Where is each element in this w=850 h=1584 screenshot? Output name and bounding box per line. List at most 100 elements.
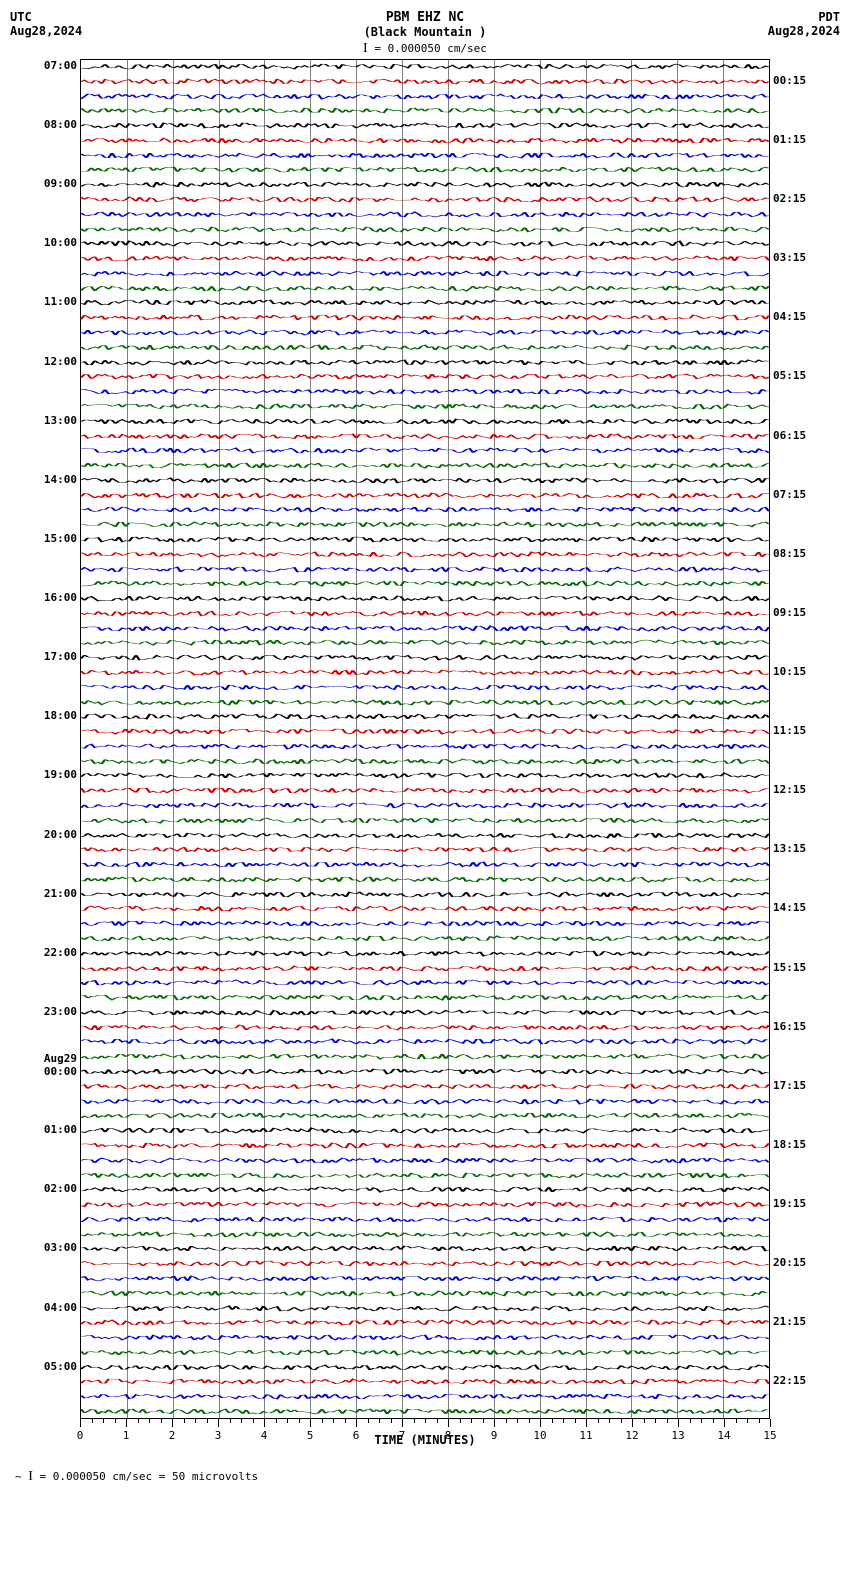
utc-hour-label: 18:00 <box>35 709 77 722</box>
seismic-trace <box>81 702 769 703</box>
grid-line-vertical <box>586 60 587 1418</box>
pdt-hour-label: 17:15 <box>773 1079 815 1092</box>
seismic-trace <box>81 1056 769 1057</box>
utc-hour-label: 07:00 <box>35 59 77 72</box>
tick-minor <box>207 1419 208 1423</box>
seismic-trace <box>81 864 769 865</box>
seismic-trace <box>81 820 769 821</box>
pdt-hour-label: 22:15 <box>773 1374 815 1387</box>
seismic-trace <box>81 1027 769 1028</box>
utc-hour-label: 10:00 <box>35 236 77 249</box>
seismic-trace <box>81 746 769 747</box>
plot-area <box>80 59 770 1419</box>
seismic-trace <box>81 1012 769 1013</box>
pdt-hour-label: 19:15 <box>773 1197 815 1210</box>
tick-label: 8 <box>445 1429 452 1442</box>
seismic-trace <box>81 1367 769 1368</box>
grid-line-vertical <box>677 60 678 1418</box>
tick-minor <box>425 1419 426 1423</box>
seismic-trace <box>81 1322 769 1323</box>
seismic-trace <box>81 376 769 377</box>
seismic-trace <box>81 509 769 510</box>
utc-hour-label: 23:00 <box>35 1005 77 1018</box>
tick-minor <box>747 1419 748 1423</box>
tick-major <box>310 1419 311 1427</box>
tick-major <box>264 1419 265 1427</box>
seismic-trace <box>81 229 769 230</box>
utc-hour-label: 09:00 <box>35 177 77 190</box>
footer-prefix-icon: ~ <box>15 1470 22 1483</box>
seismic-trace <box>81 953 769 954</box>
tick-major <box>402 1419 403 1427</box>
tick-minor <box>322 1419 323 1423</box>
grid-line-vertical <box>219 60 220 1418</box>
seismic-trace <box>81 982 769 983</box>
tick-minor <box>713 1419 714 1423</box>
seismic-trace <box>81 347 769 348</box>
grid-line-vertical <box>356 60 357 1418</box>
seismic-trace <box>81 554 769 555</box>
tick-major <box>126 1419 127 1427</box>
seismic-trace <box>81 436 769 437</box>
tick-minor <box>149 1419 150 1423</box>
tick-label: 15 <box>763 1429 776 1442</box>
scale-line: I = 0.000050 cm/sec <box>110 41 740 57</box>
right-timezone: PDT <box>740 10 840 24</box>
utc-hour-label: 01:00 <box>35 1123 77 1136</box>
tick-label: 13 <box>671 1429 684 1442</box>
tick-minor <box>184 1419 185 1423</box>
left-timezone: UTC <box>10 10 110 24</box>
utc-hour-label: 14:00 <box>35 473 77 486</box>
seismic-trace <box>81 642 769 643</box>
tick-minor <box>517 1419 518 1423</box>
tick-minor <box>621 1419 622 1423</box>
grid-line-vertical <box>264 60 265 1418</box>
seismic-trace <box>81 199 769 200</box>
seismic-trace <box>81 480 769 481</box>
tick-major <box>218 1419 219 1427</box>
seismic-trace <box>81 450 769 451</box>
tick-minor <box>483 1419 484 1423</box>
pdt-hour-label: 09:15 <box>773 606 815 619</box>
tick-minor <box>391 1419 392 1423</box>
seismic-trace <box>81 362 769 363</box>
tick-minor <box>655 1419 656 1423</box>
tick-minor <box>609 1419 610 1423</box>
tick-minor <box>759 1419 760 1423</box>
pdt-hour-label: 04:15 <box>773 310 815 323</box>
pdt-hour-label: 10:15 <box>773 665 815 678</box>
scale-text: = 0.000050 cm/sec <box>374 42 487 55</box>
seismic-trace <box>81 938 769 939</box>
tick-label: 0 <box>77 1429 84 1442</box>
seismic-trace <box>81 1234 769 1235</box>
seismic-trace <box>81 687 769 688</box>
tick-major <box>724 1419 725 1427</box>
tick-major <box>356 1419 357 1427</box>
tick-minor <box>103 1419 104 1423</box>
x-axis-title: TIME (MINUTES) <box>80 1433 770 1447</box>
utc-hour-label: 04:00 <box>35 1301 77 1314</box>
tick-label: 12 <box>625 1429 638 1442</box>
utc-hour-label: Aug2900:00 <box>35 1052 77 1078</box>
tick-minor <box>230 1419 231 1423</box>
seismic-trace <box>81 524 769 525</box>
pdt-hour-label: 02:15 <box>773 192 815 205</box>
seismic-trace <box>81 598 769 599</box>
tick-minor <box>368 1419 369 1423</box>
tick-minor <box>575 1419 576 1423</box>
pdt-hour-label: 15:15 <box>773 961 815 974</box>
seismic-trace <box>81 243 769 244</box>
tick-major <box>172 1419 173 1427</box>
seismic-trace <box>81 258 769 259</box>
utc-hour-label: 16:00 <box>35 591 77 604</box>
pdt-hour-label: 21:15 <box>773 1315 815 1328</box>
seismic-trace <box>81 1381 769 1382</box>
pdt-hour-label: 11:15 <box>773 724 815 737</box>
seismic-trace <box>81 805 769 806</box>
seismic-trace <box>81 583 769 584</box>
pdt-hour-label: 18:15 <box>773 1138 815 1151</box>
tick-minor <box>379 1419 380 1423</box>
tick-label: 3 <box>215 1429 222 1442</box>
tick-minor <box>287 1419 288 1423</box>
seismic-trace <box>81 1337 769 1338</box>
